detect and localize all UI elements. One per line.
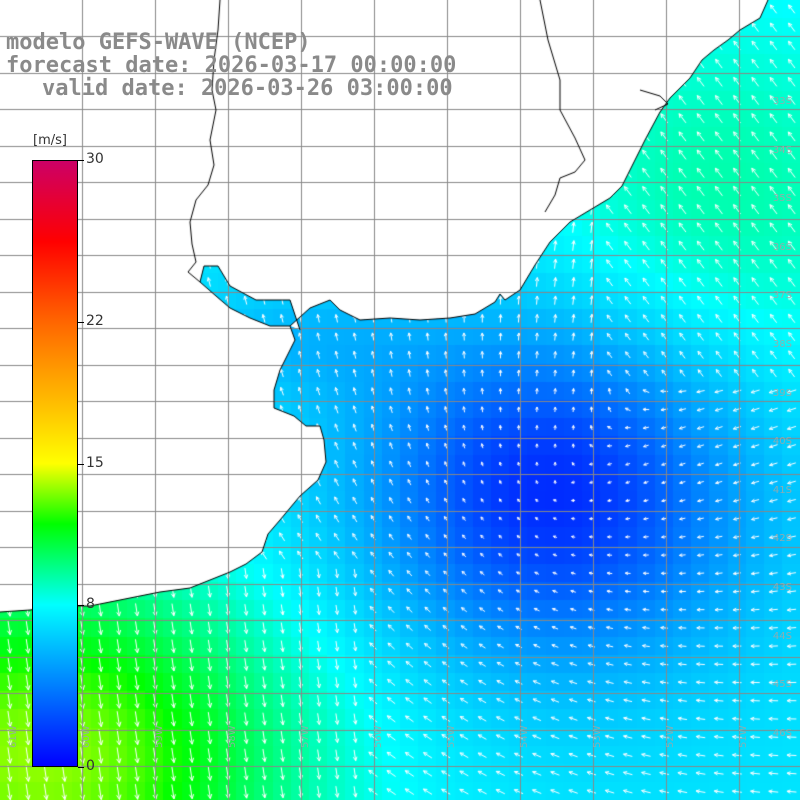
latitude-label: 42S — [772, 533, 792, 545]
colorbar-tick-label: 15 — [86, 454, 104, 471]
colorbar-tick-label: 22 — [86, 312, 104, 329]
colorbar — [32, 160, 78, 767]
latitude-label: 41S — [772, 484, 792, 496]
longitude-label: 53W — [592, 725, 603, 748]
longitude-label: 57W — [300, 725, 311, 748]
colorbar-tick-label: 0 — [86, 758, 95, 774]
latitude-label: 34S — [772, 144, 792, 156]
longitude-label: 51W — [738, 725, 749, 748]
longitude-label: 60W — [81, 725, 92, 748]
forecast-date: forecast date: 2026-03-17 00:00:00 — [6, 53, 457, 78]
latitude-label: 33S — [772, 96, 792, 107]
colorbar-tick-mark — [78, 463, 84, 465]
latitude-label: 39S — [772, 387, 792, 399]
latitude-label: 46S — [772, 727, 792, 739]
latitude-label: 43S — [772, 582, 792, 593]
latitude-label: 38S — [772, 339, 792, 350]
valid-date: valid date: 2026-03-26 03:00:00 — [42, 76, 453, 101]
longitude-label: 52W — [665, 725, 676, 748]
colorbar-unit: [m/s] — [33, 133, 67, 148]
latitude-label: 45S — [772, 679, 792, 691]
latitude-label: 35S — [772, 193, 792, 205]
longitude-label: 56W — [373, 725, 384, 748]
latitude-label: 37S — [772, 290, 792, 302]
longitude-label: 55W — [446, 725, 457, 748]
colorbar-tick-mark — [78, 605, 84, 607]
colorbar-tick-label: 8 — [86, 596, 95, 613]
latitude-label: 36S — [772, 241, 792, 253]
colorbar-tick-label: 30 — [86, 151, 104, 167]
model-title: modelo GEFS-WAVE (NCEP) — [6, 30, 311, 55]
longitude-label: 59W — [154, 725, 165, 748]
colorbar-tick-mark — [78, 160, 84, 161]
longitude-label: 54W — [519, 725, 530, 748]
latitude-label: 44S — [772, 630, 792, 642]
colorbar-tick-mark — [78, 767, 84, 768]
colorbar-tick-mark — [78, 321, 84, 323]
latitude-label: 40S — [772, 436, 792, 448]
longitude-label: 58W — [227, 725, 238, 748]
longitude-label: 61W — [8, 725, 19, 748]
